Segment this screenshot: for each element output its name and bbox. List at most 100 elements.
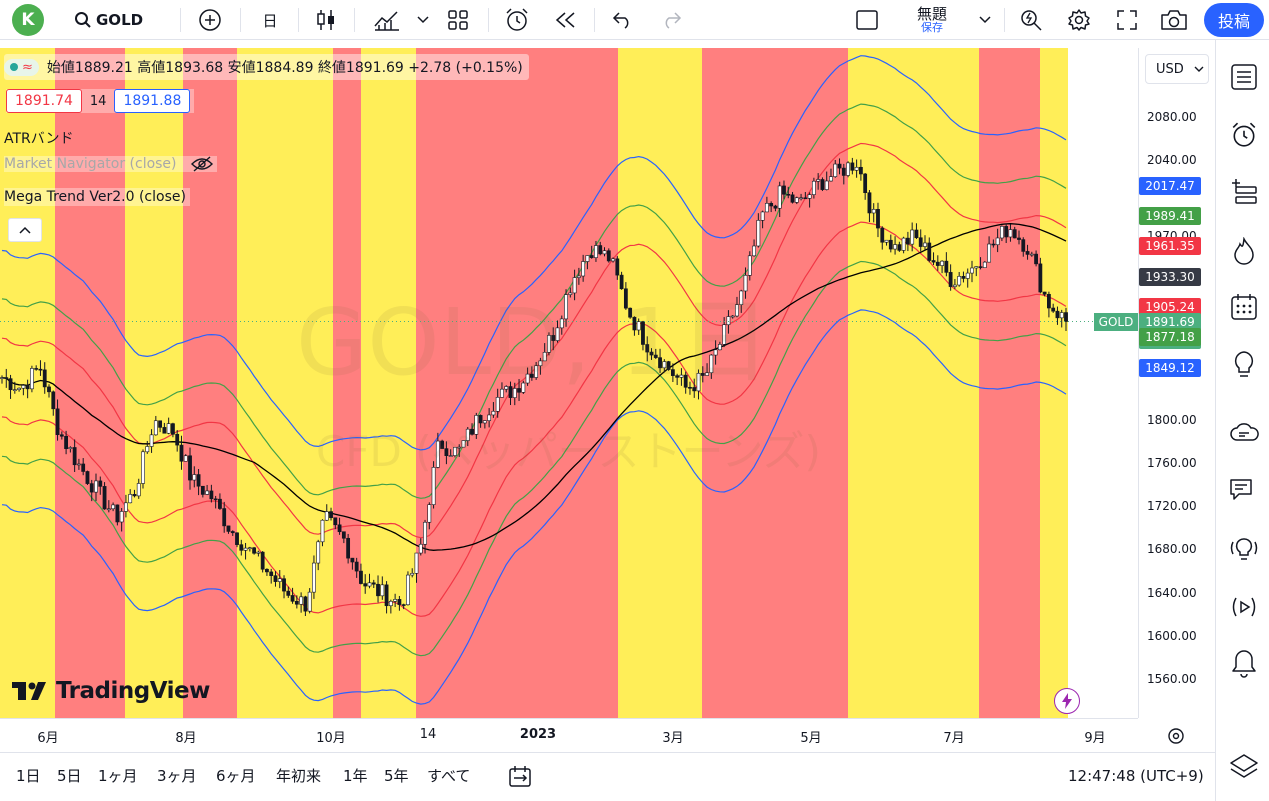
watchlist-button[interactable] [1229, 62, 1259, 92]
streams-button[interactable] [1229, 592, 1259, 622]
tradingview-logo[interactable]: TradingView [12, 678, 210, 704]
price-tick-label: 2040.00 [1147, 153, 1197, 168]
lightning-button[interactable] [1054, 688, 1080, 714]
candle-down [354, 561, 359, 572]
axis-settings-button[interactable] [1164, 724, 1188, 748]
ideas-button[interactable] [1229, 350, 1259, 380]
eye-hidden-icon[interactable] [190, 156, 213, 172]
candle-up [811, 180, 816, 195]
candle-down [841, 167, 846, 176]
candle-down [692, 387, 697, 392]
interval-button[interactable]: 日 [262, 11, 278, 30]
indicator-atr-band[interactable]: ATRバンド [4, 131, 74, 147]
candle-up [1000, 226, 1004, 239]
time-tick-label: 10月 [316, 731, 346, 746]
camera-icon [1161, 10, 1187, 30]
candle-down [863, 173, 868, 193]
redo-button[interactable] [656, 0, 686, 40]
buy-button[interactable]: 1891.88 [114, 89, 191, 113]
candle-down [371, 582, 376, 585]
quick-search-button[interactable] [1016, 0, 1046, 40]
range-button[interactable]: 6ヶ月 [216, 767, 256, 785]
publish-button[interactable]: 投稿 [1204, 3, 1264, 37]
time-axis[interactable]: 6月 8月 10月 14 2023 3月 5月 7月 9月 [0, 718, 1138, 752]
candle-up [974, 266, 979, 269]
ideas-stream-button[interactable] [1229, 534, 1259, 564]
mega-trend-line [1, 223, 1067, 551]
indicator-market-navigator[interactable]: Market Navigator (close) [4, 156, 217, 172]
alarm-clock-icon [1232, 122, 1256, 147]
layouts-button[interactable] [444, 0, 472, 40]
collapse-legend-button[interactable] [8, 218, 42, 242]
snapshot-button[interactable] [1158, 0, 1190, 40]
indicators-button[interactable] [370, 0, 404, 40]
calendar-icon [1231, 294, 1257, 320]
calendar-button[interactable] [1229, 292, 1259, 322]
alert-button[interactable] [502, 0, 532, 40]
save-status: 保存 [921, 21, 943, 35]
range-button[interactable]: すべて [427, 767, 471, 785]
range-button[interactable]: 1ヶ月 [98, 767, 138, 785]
fullscreen-button[interactable] [1112, 0, 1142, 40]
candle-up [884, 239, 889, 243]
layout-name-button[interactable]: 無題 保存 [900, 0, 964, 40]
range-button[interactable]: 1日 [16, 767, 41, 785]
alerts-button[interactable] [1229, 120, 1259, 150]
compare-symbol-button[interactable] [196, 0, 224, 40]
symbol-status-toggle[interactable]: ≈ [4, 58, 39, 76]
candle-up [995, 237, 1000, 246]
candle-down [1025, 251, 1030, 255]
candle-down [294, 600, 299, 605]
object-tree-button[interactable] [1229, 178, 1259, 208]
date-range-button[interactable] [508, 765, 532, 793]
user-avatar[interactable]: K [12, 4, 44, 36]
candle-up [448, 455, 453, 457]
chart-pane[interactable]: GOLD, 1日 CFD (ペッパーストーンズ) ≈ 始値1889.21 高値1… [0, 48, 1138, 718]
indicators-dropdown[interactable] [414, 0, 432, 40]
divider [298, 8, 299, 32]
candle-down [658, 357, 662, 369]
candle-up [602, 250, 607, 255]
chats-button[interactable] [1229, 476, 1259, 506]
chart-type-button[interactable] [312, 0, 340, 40]
hotlists-button[interactable] [1229, 236, 1259, 266]
price-tag: 1905.24 [1139, 297, 1201, 316]
sell-button[interactable]: 1891.74 [6, 89, 82, 113]
candle-down [935, 261, 940, 266]
range-button[interactable]: 3ヶ月 [157, 767, 197, 785]
symbol-search-button[interactable]: GOLD [74, 0, 154, 40]
candle-up [816, 179, 821, 182]
clock-timezone[interactable]: 12:47:48 (UTC+9) [1068, 767, 1204, 785]
settings-button[interactable] [1064, 0, 1094, 40]
candle-down [171, 423, 175, 435]
replay-button[interactable] [550, 0, 580, 40]
candle-down [1012, 229, 1017, 239]
symbol-name: GOLD [96, 11, 144, 29]
gear-icon [1068, 9, 1090, 31]
currency-selector[interactable]: USD [1145, 54, 1209, 84]
range-button[interactable]: 年初来 [276, 767, 322, 785]
price-chart[interactable] [0, 48, 1138, 718]
range-button[interactable]: 1年 [343, 767, 368, 785]
undo-button[interactable] [608, 0, 638, 40]
range-button[interactable]: 5日 [57, 767, 82, 785]
price-axis[interactable]: USD [1138, 48, 1215, 718]
candle-down [551, 335, 556, 341]
candle-down [102, 486, 107, 510]
range-button[interactable]: 5年 [384, 767, 409, 785]
candle-up [739, 290, 744, 305]
layout-dropdown[interactable] [976, 0, 994, 40]
indicator-mega-trend[interactable]: Mega Trend Ver2.0 (close) [4, 188, 190, 206]
candle-up [735, 304, 739, 317]
minds-button[interactable] [1229, 420, 1259, 450]
fullscreen-layout-button[interactable] [852, 0, 882, 40]
redo-icon [665, 12, 682, 29]
candle-up [21, 385, 26, 389]
candle-down [688, 386, 692, 389]
layers-button[interactable] [1229, 752, 1259, 782]
candle-down [175, 433, 180, 446]
candle-down [158, 420, 163, 428]
notifications-button[interactable] [1229, 648, 1259, 678]
candle-down [38, 368, 43, 371]
candle-down [98, 480, 103, 487]
